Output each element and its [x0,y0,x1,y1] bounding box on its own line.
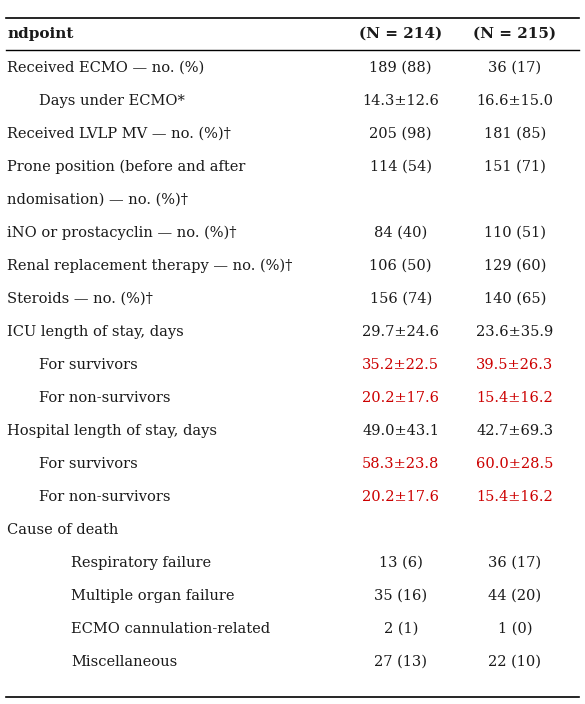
Text: 49.0±43.1: 49.0±43.1 [362,424,439,438]
Text: Multiple organ failure: Multiple organ failure [71,589,235,603]
Text: 16.6±15.0: 16.6±15.0 [476,94,553,108]
Text: 14.3±12.6: 14.3±12.6 [362,94,439,108]
Text: 36 (17): 36 (17) [488,61,541,75]
Text: ECMO cannulation-related: ECMO cannulation-related [71,622,270,636]
Text: Cause of death: Cause of death [7,523,118,537]
Text: Renal replacement therapy — no. (%)†: Renal replacement therapy — no. (%)† [7,259,292,273]
Text: 189 (88): 189 (88) [370,61,432,75]
Text: ndomisation) — no. (%)†: ndomisation) — no. (%)† [7,193,188,207]
Text: 20.2±17.6: 20.2±17.6 [362,490,439,504]
Text: 20.2±17.6: 20.2±17.6 [362,391,439,405]
Text: 60.0±28.5: 60.0±28.5 [476,457,553,471]
Text: iNO or prostacyclin — no. (%)†: iNO or prostacyclin — no. (%)† [7,226,236,240]
Text: 15.4±16.2: 15.4±16.2 [476,490,553,504]
Text: 15.4±16.2: 15.4±16.2 [476,391,553,405]
Text: ICU length of stay, days: ICU length of stay, days [7,325,184,339]
Text: 151 (71): 151 (71) [484,160,546,174]
Text: 1 (0): 1 (0) [498,622,532,636]
Text: Hospital length of stay, days: Hospital length of stay, days [7,424,217,438]
Text: For survivors: For survivors [39,457,138,471]
Text: 35 (16): 35 (16) [374,589,427,603]
Text: Miscellaneous: Miscellaneous [71,655,178,669]
Text: 35.2±22.5: 35.2±22.5 [362,358,439,372]
Text: 2 (1): 2 (1) [384,622,418,636]
Text: 106 (50): 106 (50) [370,259,432,273]
Text: 27 (13): 27 (13) [374,655,427,669]
Text: 181 (85): 181 (85) [484,127,546,141]
Text: (N = 214): (N = 214) [359,27,442,41]
Text: 129 (60): 129 (60) [484,259,546,273]
Text: (N = 215): (N = 215) [473,27,556,41]
Text: Respiratory failure: Respiratory failure [71,556,212,570]
Text: Steroids — no. (%)†: Steroids — no. (%)† [7,292,153,306]
Text: Days under ECMO*: Days under ECMO* [39,94,185,108]
Text: 84 (40): 84 (40) [374,226,428,240]
Text: For non-survivors: For non-survivors [39,490,171,504]
Text: Received LVLP MV — no. (%)†: Received LVLP MV — no. (%)† [7,127,231,141]
Text: 23.6±35.9: 23.6±35.9 [476,325,553,339]
Text: 110 (51): 110 (51) [484,226,546,240]
Text: For non-survivors: For non-survivors [39,391,171,405]
Text: For survivors: For survivors [39,358,138,372]
Text: 58.3±23.8: 58.3±23.8 [362,457,439,471]
Text: 114 (54): 114 (54) [370,160,432,174]
Text: 205 (98): 205 (98) [370,127,432,141]
Text: Received ECMO — no. (%): Received ECMO — no. (%) [7,61,204,75]
Text: 39.5±26.3: 39.5±26.3 [476,358,553,372]
Text: 22 (10): 22 (10) [488,655,541,669]
Text: 156 (74): 156 (74) [370,292,432,306]
Text: 140 (65): 140 (65) [484,292,546,306]
Text: 36 (17): 36 (17) [488,556,541,570]
Text: Prone position (before and after: Prone position (before and after [7,160,245,174]
Text: 13 (6): 13 (6) [379,556,422,570]
Text: 29.7±24.6: 29.7±24.6 [362,325,439,339]
Text: ndpoint: ndpoint [7,27,73,41]
Text: 44 (20): 44 (20) [488,589,541,603]
Text: 42.7±69.3: 42.7±69.3 [476,424,553,438]
